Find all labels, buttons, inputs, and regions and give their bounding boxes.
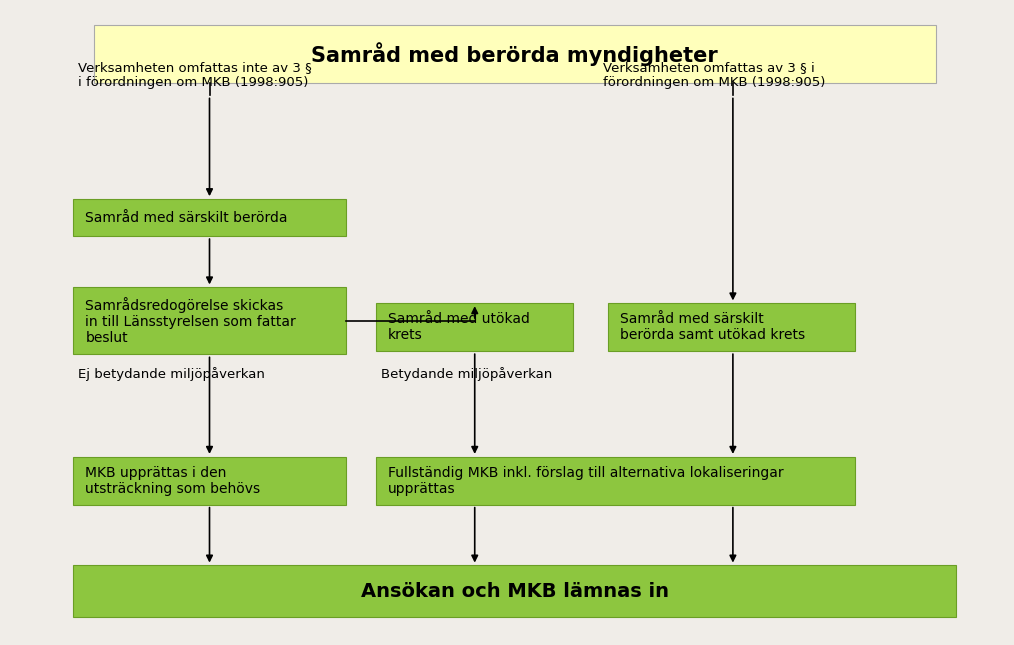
FancyBboxPatch shape [73,199,346,236]
Text: MKB upprättas i den
utsträckning som behövs: MKB upprättas i den utsträckning som beh… [85,466,261,496]
FancyBboxPatch shape [73,287,346,355]
Text: Samråd med särskilt berörda: Samråd med särskilt berörda [85,211,288,224]
Text: Samråd med berörda myndigheter: Samråd med berörda myndigheter [311,42,718,66]
FancyBboxPatch shape [93,25,936,83]
Text: Ej betydande miljöpåverkan: Ej betydande miljöpåverkan [78,368,266,381]
FancyBboxPatch shape [73,457,346,505]
Text: Verksamheten omfattas av 3 § i
förordningen om MKB (1998:905): Verksamheten omfattas av 3 § i förordnin… [602,61,825,89]
FancyBboxPatch shape [73,566,956,617]
FancyBboxPatch shape [376,303,573,352]
Text: Ansökan och MKB lämnas in: Ansökan och MKB lämnas in [361,582,668,600]
Text: Samrådsredogörelse skickas
in till Länsstyrelsen som fattar
beslut: Samrådsredogörelse skickas in till Länss… [85,297,296,345]
FancyBboxPatch shape [376,457,855,505]
Text: Samråd med utökad
krets: Samråd med utökad krets [388,312,530,342]
Text: Fullständig MKB inkl. förslag till alternativa lokaliseringar
upprättas: Fullständig MKB inkl. förslag till alter… [388,466,784,496]
Text: Verksamheten omfattas inte av 3 §
i förordningen om MKB (1998:905): Verksamheten omfattas inte av 3 § i föro… [78,61,312,89]
FancyBboxPatch shape [607,303,855,352]
Text: Betydande miljöpåverkan: Betydande miljöpåverkan [381,368,553,381]
Text: Samråd med särskilt
berörda samt utökad krets: Samråd med särskilt berörda samt utökad … [620,312,805,342]
